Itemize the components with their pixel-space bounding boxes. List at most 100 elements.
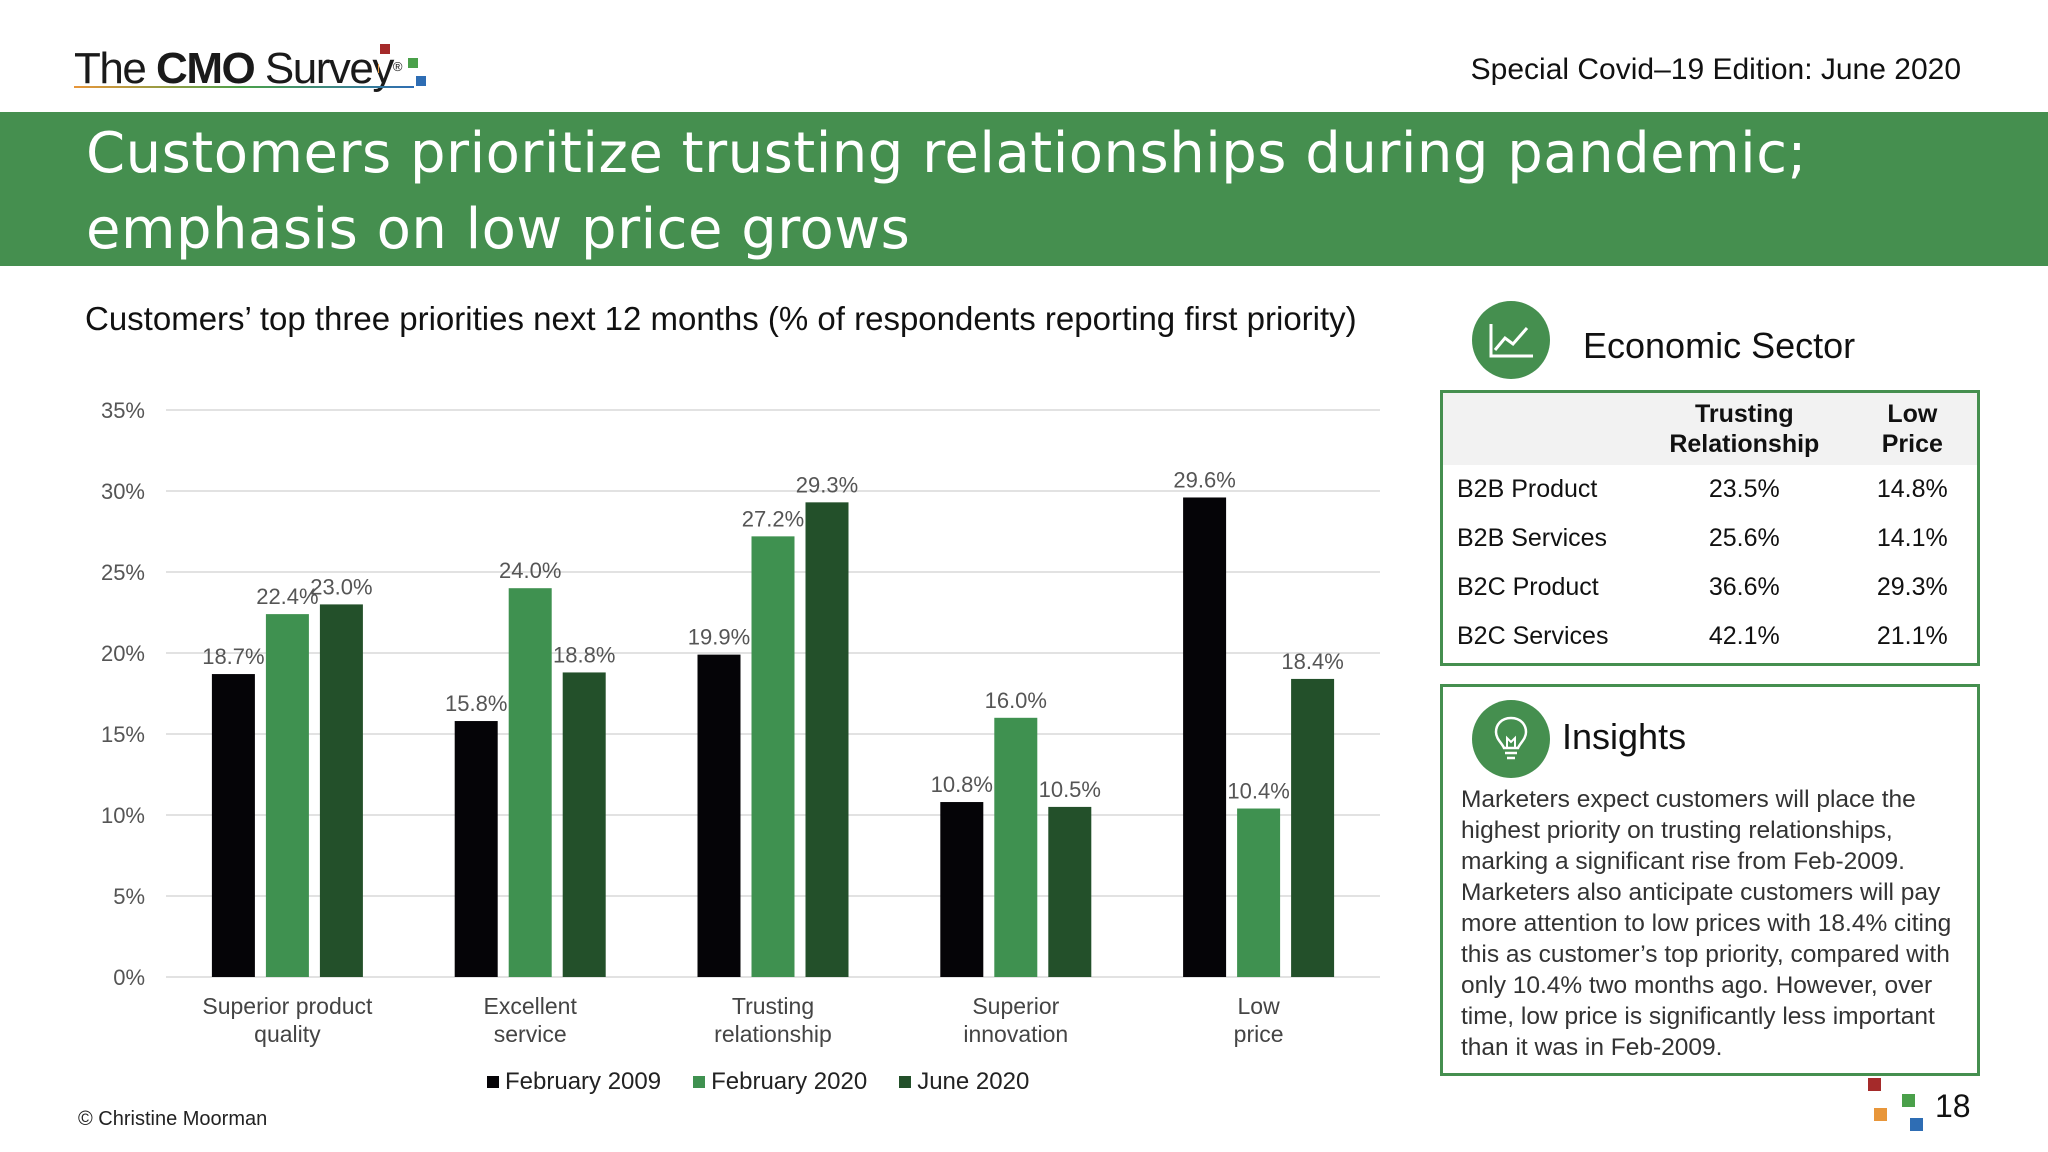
- row-label: B2C Services: [1457, 622, 1609, 650]
- data-label: 18.8%: [553, 642, 615, 667]
- y-tick-label: 5%: [113, 884, 145, 909]
- data-label: 18.4%: [1281, 649, 1343, 674]
- data-label: 29.3%: [796, 472, 858, 497]
- insights-text: Marketers expect customers will place th…: [1461, 786, 1952, 1061]
- bar: [319, 604, 363, 977]
- legend-swatch: [693, 1076, 706, 1088]
- bar: [562, 672, 606, 977]
- y-tick-label: 10%: [101, 803, 145, 828]
- bar: [994, 717, 1038, 977]
- data-label: 19.9%: [688, 625, 750, 650]
- data-label: 10.5%: [1039, 777, 1101, 802]
- bar: [697, 654, 741, 977]
- category-label: Low: [1237, 993, 1280, 1019]
- data-label: 10.8%: [931, 772, 993, 797]
- bar: [454, 721, 498, 977]
- sector-table: Trusting Relationship Low Price B2B Produc…: [1443, 393, 1977, 661]
- data-label: 22.4%: [256, 584, 318, 609]
- table-row: B2C Services 42.1% 21.1%: [1443, 612, 1977, 661]
- low-price-value: 29.3%: [1876, 573, 1948, 601]
- table-header-empty: [1443, 393, 1641, 465]
- table-header-low-price: Low Price: [1847, 393, 1977, 465]
- data-label: 18.7%: [202, 644, 264, 669]
- table-header-trusting: Trusting Relationship: [1641, 393, 1848, 465]
- bar: [751, 536, 795, 977]
- data-label: 27.2%: [742, 506, 804, 531]
- bar: [508, 588, 552, 977]
- data-label: 15.8%: [445, 691, 507, 716]
- logo-dots-icon: [378, 44, 426, 86]
- category-label: service: [494, 1021, 567, 1047]
- bar: [1048, 806, 1092, 977]
- slide-title-line-1: Customers prioritize trusting relationsh…: [86, 121, 1807, 186]
- trusting-value: 42.1%: [1708, 622, 1780, 650]
- category-label: Superior: [972, 993, 1059, 1019]
- lightbulb-icon: [1472, 700, 1550, 778]
- data-label: 16.0%: [985, 688, 1047, 713]
- y-tick-label: 35%: [101, 398, 145, 423]
- legend-label: June 2020: [917, 1068, 1030, 1095]
- table-header-row: Trusting Relationship Low Price: [1443, 393, 1977, 465]
- bar: [940, 802, 984, 977]
- trusting-value: 23.5%: [1708, 475, 1780, 503]
- bar: [1291, 678, 1335, 977]
- category-label: innovation: [963, 1021, 1068, 1047]
- trusting-value: 25.6%: [1708, 524, 1780, 552]
- row-label: B2B Product: [1457, 475, 1598, 503]
- data-label: 29.6%: [1173, 467, 1235, 492]
- category-label: Excellent: [484, 993, 578, 1019]
- edition-label: Special Covid–19 Edition: June 2020: [1470, 53, 1961, 86]
- data-label: 24.0%: [499, 558, 561, 583]
- bar: [1237, 808, 1281, 977]
- y-tick-label: 0%: [113, 965, 145, 990]
- cmo-survey-logo: The CMO Survey®: [74, 40, 402, 100]
- legend-swatch: [487, 1076, 499, 1088]
- low-price-value: 21.1%: [1876, 622, 1948, 650]
- row-label: B2B Services: [1457, 524, 1608, 552]
- bar: [265, 614, 309, 977]
- chart-legend: February 2009 February 2020 June 2020: [487, 1068, 1029, 1096]
- legend-swatch: [899, 1076, 912, 1088]
- title-banner: [0, 112, 2048, 266]
- table-row: B2B Product 23.5% 14.8%: [1443, 465, 1977, 514]
- y-tick-label: 15%: [101, 722, 145, 747]
- legend-label: February 2009: [505, 1068, 662, 1095]
- table-row: B2B Services 25.6% 14.1%: [1443, 514, 1977, 563]
- insights-box: [1440, 684, 1980, 1076]
- y-tick-label: 20%: [101, 641, 145, 666]
- logo-underline: [74, 86, 414, 88]
- category-label: relationship: [714, 1021, 832, 1047]
- sector-title: Economic Sector: [1583, 325, 1856, 366]
- sector-table-box: Trusting Relationship Low Price B2B Produc…: [1440, 390, 1980, 666]
- category-label: price: [1234, 1021, 1284, 1047]
- table-row: B2C Product 36.6% 29.3%: [1443, 563, 1977, 612]
- legend-item-feb-2020: February 2020: [693, 1068, 867, 1096]
- footer-dots-icon: [1868, 1078, 1923, 1131]
- y-tick-label: 25%: [101, 560, 145, 585]
- slide-title-line-2: emphasis on low price grows: [86, 197, 911, 262]
- bar: [1183, 497, 1227, 977]
- legend-item-jun-2020: June 2020: [899, 1068, 1029, 1096]
- page-number: 18: [1935, 1088, 1971, 1124]
- legend-item-feb-2009: February 2009: [487, 1068, 661, 1096]
- category-label: Superior product: [202, 993, 373, 1019]
- data-label: 10.4%: [1227, 779, 1289, 804]
- copyright: © Christine Moorman: [78, 1108, 268, 1130]
- bar: [211, 674, 255, 977]
- slide-title: Customers prioritize trusting relationsh…: [86, 116, 1986, 268]
- trusting-value: 36.6%: [1708, 573, 1780, 601]
- logo-text: The CMO Survey®: [74, 44, 402, 93]
- insights-title: Insights: [1562, 716, 1687, 757]
- data-label: 23.0%: [310, 574, 372, 599]
- bar-chart: 0% 5% 10% 15% 20% 25% 30% 35% 18.7% 22.4%23.0% Sup…: [101, 398, 1380, 1047]
- chart-title: Customers’ top three priorities next 12 …: [85, 300, 1357, 337]
- category-label: quality: [254, 1021, 321, 1047]
- legend-label: February 2020: [711, 1068, 868, 1095]
- y-tick-label: 30%: [101, 479, 145, 504]
- low-price-value: 14.1%: [1876, 524, 1948, 552]
- row-label: B2C Product: [1457, 573, 1599, 601]
- line-chart-icon: [1472, 301, 1550, 379]
- bar: [805, 502, 849, 977]
- low-price-value: 14.8%: [1876, 475, 1948, 503]
- category-label: Trusting: [732, 993, 814, 1019]
